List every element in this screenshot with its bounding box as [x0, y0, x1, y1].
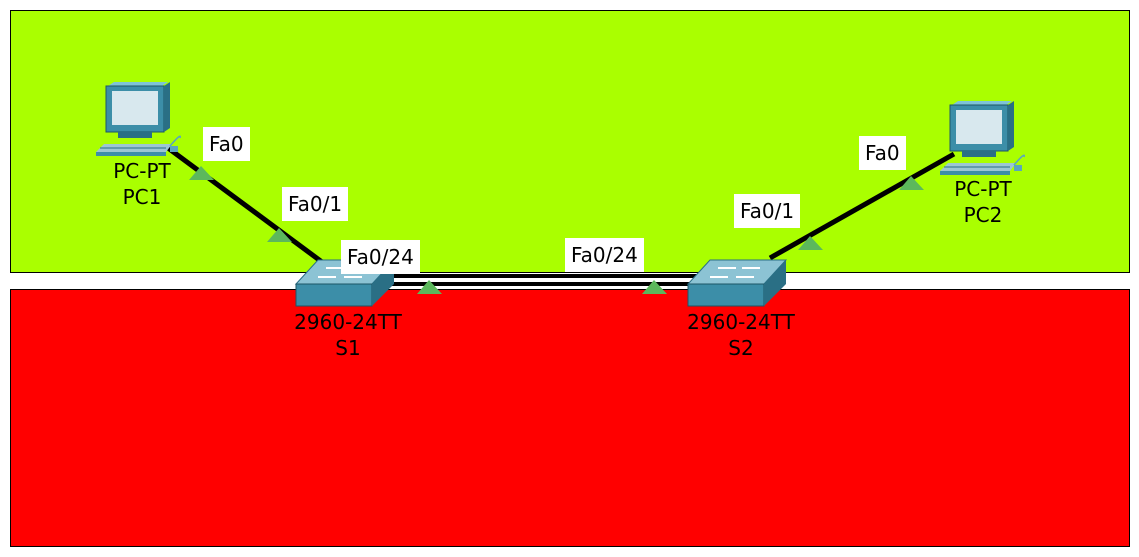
pc2-name: PC2: [963, 203, 1003, 227]
s2-switch-icon[interactable]: [686, 259, 788, 307]
s1-model: 2960-24TT: [294, 310, 402, 334]
pc2-model: PC-PT: [954, 177, 1012, 201]
port-marker-s1-fa0-1: [267, 228, 292, 242]
pc1-name: PC1: [122, 185, 162, 209]
pc1-model: PC-PT: [113, 159, 171, 183]
port-marker-s1-fa0-24: [417, 280, 442, 294]
port-label-s2-fa0-24: Fa0/24: [565, 238, 644, 272]
port-marker-s2-fa0-1: [798, 236, 823, 250]
port-marker-pc2-fa0: [899, 176, 924, 190]
s2-name: S2: [728, 336, 754, 360]
s1-label: 2960-24TT S1: [294, 309, 402, 361]
s2-label: 2960-24TT S2: [687, 309, 795, 361]
port-label-pc2-fa0: Fa0: [859, 136, 906, 170]
top-area: [10, 10, 1130, 273]
bottom-area: [10, 289, 1130, 547]
port-marker-s2-fa0-24: [642, 280, 667, 294]
s1-name: S1: [335, 336, 361, 360]
link-pc1-s1[interactable]: [166, 145, 324, 265]
port-marker-pc1-fa0: [189, 166, 214, 180]
port-label-s1-fa0-24: Fa0/24: [341, 240, 420, 274]
pc2-label: PC-PT PC2: [954, 176, 1012, 228]
port-label-pc1-fa0: Fa0: [203, 127, 250, 161]
pc2-icon[interactable]: [940, 101, 1026, 175]
s2-model: 2960-24TT: [687, 310, 795, 334]
port-label-s1-fa0-1: Fa0/1: [282, 187, 349, 221]
port-label-s2-fa0-1: Fa0/1: [734, 194, 801, 228]
link-s2-pc2[interactable]: [768, 151, 956, 261]
pc1-icon[interactable]: [96, 82, 182, 156]
pc1-label: PC-PT PC1: [113, 158, 171, 210]
